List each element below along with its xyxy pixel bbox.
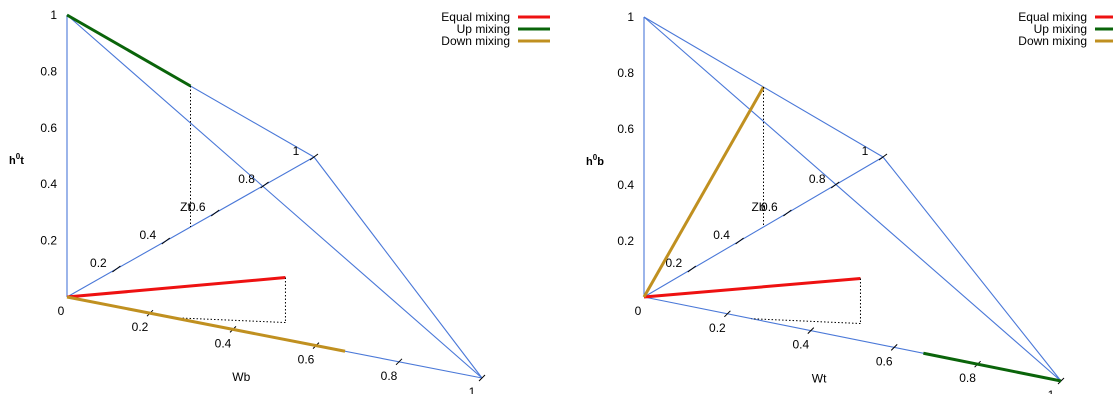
- horizontal-axis-label: Wb: [232, 370, 250, 384]
- vertical-tick-label: 1: [50, 8, 57, 22]
- depth-axis-label: Zb: [751, 200, 765, 214]
- horizontal-tick-label: 0.4: [215, 336, 232, 350]
- vertical-tick-label: 0.2: [40, 234, 57, 248]
- horizontal-tick-mark: [724, 310, 731, 318]
- horizontal-tick-mark: [807, 327, 815, 334]
- vertical-tick-label: 0.8: [40, 64, 57, 78]
- depth-tick-label: 0.2: [90, 256, 107, 270]
- axis-z-2: [643, 156, 884, 298]
- series-line-equal-mixing: [643, 277, 861, 299]
- depth-axis-label: Zt: [180, 200, 191, 214]
- depth-tick-mark: [687, 265, 697, 273]
- series-line-equal-mixing: [66, 276, 286, 299]
- series-line-up-mixing: [923, 351, 1062, 383]
- depth-tick-mark: [210, 209, 220, 217]
- vertical-tick-label: 0.4: [40, 177, 57, 191]
- depth-tick-label: 1: [862, 144, 869, 158]
- depth-tick-label: 0.8: [809, 172, 826, 186]
- vertical-tick-label: 1: [627, 10, 634, 24]
- depth-tick-mark: [161, 237, 171, 245]
- vertical-tick-label: 0.4: [617, 178, 634, 192]
- depth-tick-label: 0.6: [761, 200, 778, 214]
- depth-tick-label: 0.2: [665, 256, 682, 270]
- vertical-tick-label: 0.6: [40, 121, 57, 135]
- depth-tick-mark: [260, 181, 269, 189]
- horizontal-axis-label: Wt: [812, 371, 827, 385]
- depth-tick-mark: [309, 153, 319, 161]
- legend-label: Down mixing: [441, 34, 510, 48]
- horizontal-tick-mark: [395, 358, 403, 366]
- depth-tick-mark: [830, 181, 840, 189]
- depth-tick-label: 0.6: [189, 200, 206, 214]
- edge-h-w-2: [643, 16, 1062, 382]
- legend-label: Equal mixing: [441, 10, 510, 24]
- series-line-down-mixing: [66, 295, 346, 353]
- horizontal-tick-mark: [890, 344, 898, 351]
- depth-tick-mark: [735, 237, 744, 245]
- depth-tick-mark: [783, 209, 792, 217]
- legend-label: Up mixing: [1034, 22, 1087, 36]
- legend-label: Equal mixing: [1018, 10, 1087, 24]
- vertical-tick-label: 0.6: [617, 122, 634, 136]
- vertical-axis-label: h0t: [9, 152, 24, 167]
- horizontal-tick-label: 0.6: [876, 354, 893, 368]
- edge-z-w-1: [313, 156, 483, 379]
- depth-tick-label: 0.4: [713, 228, 730, 242]
- series-line-up-mixing: [66, 13, 192, 88]
- vertical-axis-label: h0b: [586, 153, 604, 168]
- legend-label: Down mixing: [1018, 34, 1087, 48]
- series-line-down-mixing: [642, 86, 765, 298]
- horizontal-tick-label: 0.2: [709, 321, 726, 335]
- vertical-tick-label: 0.8: [617, 66, 634, 80]
- legend-label: Up mixing: [457, 22, 510, 36]
- horizontal-tick-label: 1: [469, 385, 476, 394]
- origin-label: 0: [58, 304, 65, 318]
- drop-guide: [173, 317, 286, 324]
- horizontal-tick-label: 0.8: [959, 371, 976, 385]
- axis-z-1: [66, 156, 315, 298]
- horizontal-tick-label: 0.4: [792, 338, 809, 352]
- edge-h-w-1: [66, 14, 483, 379]
- origin-label: 0: [635, 304, 642, 318]
- horizontal-tick-label: 0.6: [298, 353, 315, 367]
- horizontal-tick-label: 0.8: [381, 369, 398, 383]
- vertical-tick-label: 0.2: [617, 234, 634, 248]
- drop-guide: [751, 318, 861, 325]
- depth-tick-label: 0.8: [238, 172, 255, 186]
- depth-tick-label: 1: [293, 144, 300, 158]
- depth-tick-mark: [112, 265, 121, 273]
- depth-tick-mark: [878, 153, 888, 161]
- horizontal-tick-label: 0.2: [132, 320, 149, 334]
- edge-z-w-2: [882, 156, 1062, 382]
- depth-tick-label: 0.4: [139, 228, 156, 242]
- horizontal-tick-label: 1: [1048, 388, 1055, 394]
- horizontal-tick-mark: [478, 374, 486, 382]
